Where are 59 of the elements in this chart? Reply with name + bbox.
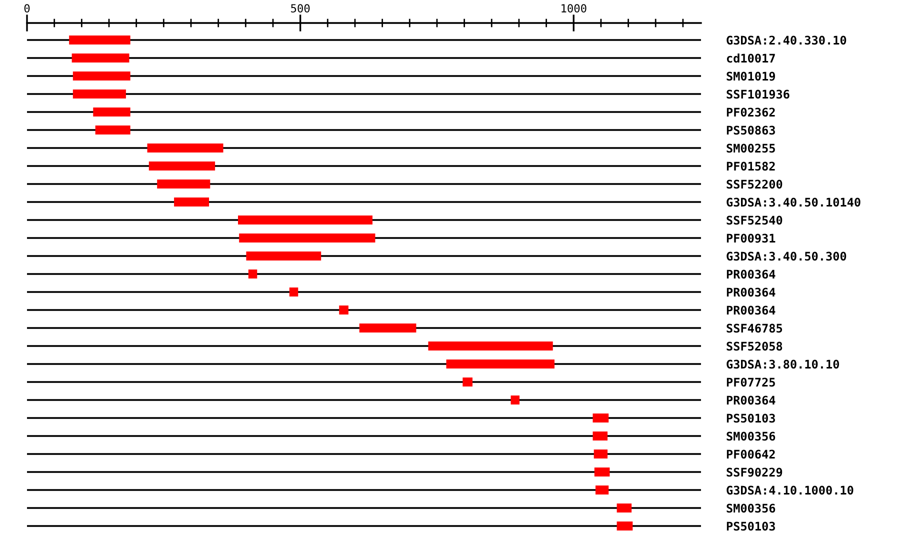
- y-tick-label: G3DSA:3.40.50.10140: [726, 198, 860, 207]
- y-tick-label: SM01019: [726, 72, 775, 81]
- y-tick-label: PS50103: [726, 522, 775, 531]
- bar: [95, 126, 130, 134]
- y-tick-label: G3DSA:4.10.1000.10: [726, 486, 854, 495]
- bar: [248, 270, 258, 278]
- bar: [148, 162, 216, 170]
- y-tick-label: PF01582: [726, 162, 775, 171]
- bar: [339, 306, 348, 314]
- y-tick-label: G3DSA:3.80.10.10: [726, 360, 840, 369]
- y-tick-label: PS50863: [726, 126, 775, 135]
- bar: [596, 486, 609, 494]
- bar: [72, 90, 126, 98]
- y-tick-label: PR00364: [726, 270, 776, 279]
- bar: [147, 144, 224, 152]
- y-tick-label: PF07725: [726, 378, 775, 387]
- bar: [428, 342, 553, 350]
- bar: [616, 522, 633, 530]
- bar: [157, 180, 210, 188]
- y-tick-label: SSF101936: [726, 90, 790, 99]
- bar: [238, 216, 372, 224]
- y-tick-label: cd10017: [726, 54, 775, 63]
- bar: [359, 324, 416, 332]
- bar: [462, 378, 473, 386]
- bar: [69, 36, 130, 44]
- x-tick-label: 0: [24, 4, 30, 13]
- bar: [594, 468, 610, 476]
- y-tick-label: SSF46785: [726, 324, 782, 333]
- y-tick-label: PS50103: [726, 414, 775, 423]
- y-tick-label: SSF90229: [726, 468, 782, 477]
- y-tick-label: SSF52200: [726, 180, 782, 189]
- bar: [592, 432, 608, 440]
- bar: [446, 360, 554, 368]
- y-tick-label: G3DSA:3.40.50.300: [726, 252, 846, 261]
- y-tick-label: G3DSA:2.40.330.10: [726, 36, 846, 45]
- x-tick-label: 1000: [562, 4, 586, 13]
- y-tick-label: PR00364: [726, 288, 776, 297]
- y-tick-label: PR00364: [726, 306, 776, 315]
- y-tick-label: PF00642: [726, 450, 775, 459]
- bar: [289, 288, 298, 296]
- bar: [72, 72, 130, 80]
- bar: [246, 252, 322, 260]
- bar: [72, 54, 130, 62]
- bar: [239, 234, 376, 242]
- y-tick-label: PF02362: [726, 108, 775, 117]
- bar: [594, 450, 608, 458]
- bar: [592, 414, 609, 422]
- bar: [93, 108, 130, 116]
- bar: [510, 396, 520, 404]
- y-tick-label: SM00356: [726, 432, 776, 441]
- x-tick-label: 500: [291, 4, 310, 13]
- y-tick-label: SM00356: [726, 504, 776, 513]
- y-tick-label: PR00364: [726, 396, 776, 405]
- bar: [174, 198, 210, 206]
- y-tick-label: SSF52540: [726, 216, 782, 225]
- y-tick-label: PF00931: [726, 234, 776, 243]
- y-tick-label: SM00255: [726, 144, 775, 153]
- bar: [616, 504, 632, 512]
- y-tick-label: SSF52058: [726, 342, 782, 351]
